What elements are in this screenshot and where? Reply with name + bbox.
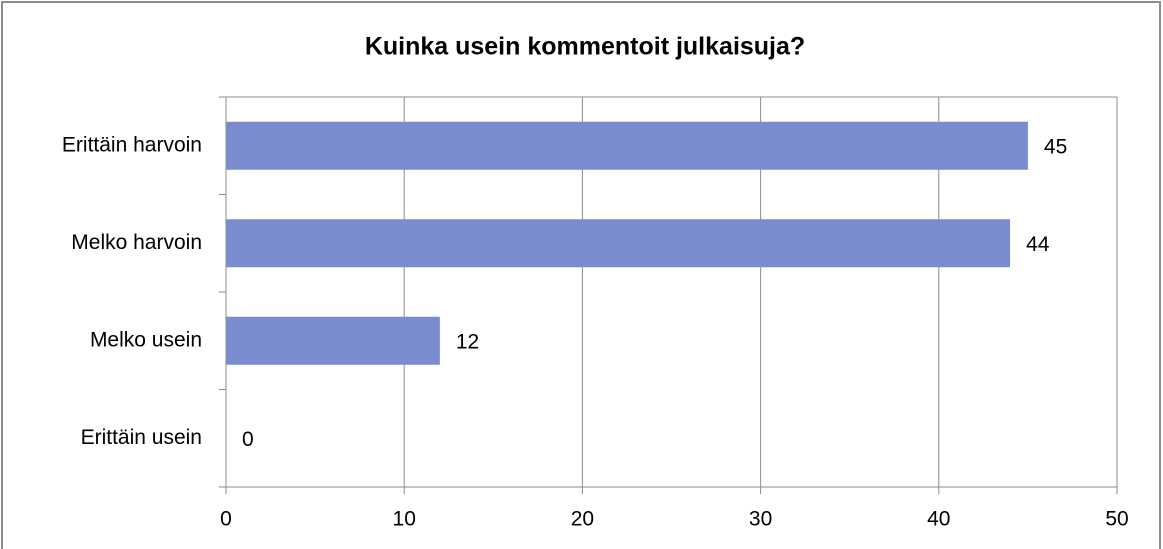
- x-tick-label: 10: [393, 508, 416, 531]
- x-tick-label: 0: [220, 508, 232, 531]
- bar: [226, 219, 1011, 268]
- data-label: 0: [242, 428, 254, 451]
- y-tick-label: Melko usein: [90, 328, 202, 351]
- bar: [226, 121, 1028, 170]
- x-tick-label: 40: [927, 508, 950, 531]
- x-tick-label: 30: [749, 508, 772, 531]
- chart-title: Kuinka usein kommentoit julkaisuja?: [365, 33, 805, 61]
- data-label: 44: [1026, 233, 1050, 256]
- y-tick-label: Erittäin harvoin: [62, 133, 202, 156]
- x-tick-label: 20: [571, 508, 594, 531]
- data-label: 12: [456, 330, 479, 353]
- y-tick-label: Melko harvoin: [71, 231, 202, 254]
- x-tick-label: 50: [1105, 508, 1128, 531]
- y-tick-label: Erittäin usein: [81, 426, 202, 449]
- bar: [226, 316, 440, 365]
- data-label: 45: [1044, 135, 1067, 158]
